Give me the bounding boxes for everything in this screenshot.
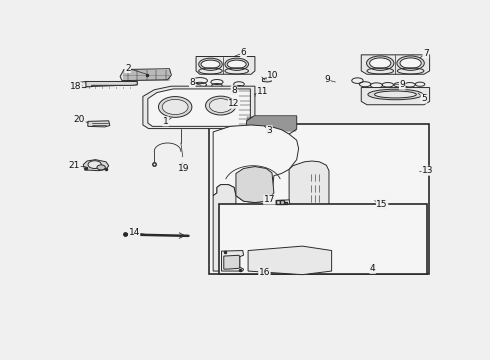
Text: 7: 7 xyxy=(423,49,429,58)
Text: 18: 18 xyxy=(70,82,81,91)
Text: 4: 4 xyxy=(370,264,375,273)
Ellipse shape xyxy=(397,56,424,70)
Ellipse shape xyxy=(368,89,423,100)
Text: 6: 6 xyxy=(241,48,246,57)
Polygon shape xyxy=(289,161,329,271)
Bar xyxy=(209,124,429,274)
Ellipse shape xyxy=(158,96,192,117)
Polygon shape xyxy=(236,167,274,203)
Text: 8: 8 xyxy=(190,78,195,87)
Ellipse shape xyxy=(209,99,232,112)
Text: 17: 17 xyxy=(264,195,275,204)
Text: 13: 13 xyxy=(422,166,434,175)
Polygon shape xyxy=(213,125,298,203)
Ellipse shape xyxy=(201,60,220,68)
Polygon shape xyxy=(213,185,236,271)
Ellipse shape xyxy=(206,96,236,115)
Ellipse shape xyxy=(374,91,416,98)
Polygon shape xyxy=(361,55,430,74)
Text: 8: 8 xyxy=(231,86,237,95)
Text: 9: 9 xyxy=(399,80,405,89)
Text: 3: 3 xyxy=(267,126,272,135)
Polygon shape xyxy=(143,86,255,129)
Ellipse shape xyxy=(162,99,188,114)
Text: 9: 9 xyxy=(324,75,330,84)
Text: 15: 15 xyxy=(376,200,388,209)
Polygon shape xyxy=(221,251,244,271)
Polygon shape xyxy=(275,200,290,204)
Text: 12: 12 xyxy=(228,99,240,108)
Text: 11: 11 xyxy=(257,87,268,96)
Polygon shape xyxy=(248,246,332,275)
Polygon shape xyxy=(88,121,110,127)
Text: 10: 10 xyxy=(268,71,279,80)
Text: 19: 19 xyxy=(178,164,189,173)
Text: 16: 16 xyxy=(259,268,270,277)
Polygon shape xyxy=(120,69,172,81)
Ellipse shape xyxy=(97,165,105,170)
Polygon shape xyxy=(232,103,240,108)
Text: 2: 2 xyxy=(125,64,130,73)
Polygon shape xyxy=(86,81,137,87)
Text: 20: 20 xyxy=(74,114,85,123)
Text: 5: 5 xyxy=(421,94,427,103)
Polygon shape xyxy=(246,116,297,134)
Ellipse shape xyxy=(367,56,394,70)
Ellipse shape xyxy=(227,60,246,68)
Bar xyxy=(219,204,427,274)
Ellipse shape xyxy=(225,58,248,70)
Polygon shape xyxy=(246,92,255,97)
Polygon shape xyxy=(73,81,137,87)
Polygon shape xyxy=(83,159,109,171)
Polygon shape xyxy=(196,57,255,74)
Text: 14: 14 xyxy=(128,228,140,237)
Polygon shape xyxy=(263,78,271,82)
Ellipse shape xyxy=(369,58,391,68)
Text: 21: 21 xyxy=(69,161,80,170)
Ellipse shape xyxy=(199,58,222,70)
Polygon shape xyxy=(361,87,430,105)
Polygon shape xyxy=(148,89,250,126)
Polygon shape xyxy=(224,255,240,269)
Text: 1: 1 xyxy=(163,117,169,126)
Ellipse shape xyxy=(400,58,421,68)
Ellipse shape xyxy=(88,161,101,168)
